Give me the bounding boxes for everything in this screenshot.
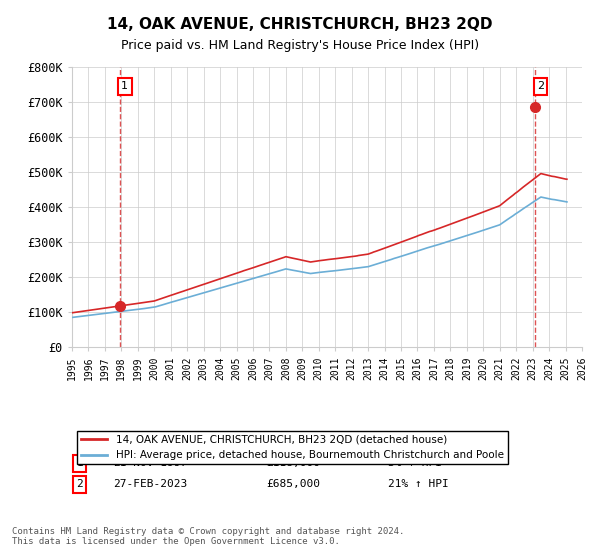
Text: 14, OAK AVENUE, CHRISTCHURCH, BH23 2QD: 14, OAK AVENUE, CHRISTCHURCH, BH23 2QD bbox=[107, 17, 493, 32]
Text: £118,000: £118,000 bbox=[266, 459, 320, 468]
Text: 2: 2 bbox=[537, 81, 544, 91]
Text: 1: 1 bbox=[76, 459, 83, 468]
Text: £685,000: £685,000 bbox=[266, 479, 320, 489]
Text: 2: 2 bbox=[76, 479, 83, 489]
Text: 27-FEB-2023: 27-FEB-2023 bbox=[113, 479, 187, 489]
Text: Price paid vs. HM Land Registry's House Price Index (HPI): Price paid vs. HM Land Registry's House … bbox=[121, 39, 479, 52]
Text: 21% ↑ HPI: 21% ↑ HPI bbox=[388, 479, 449, 489]
Text: Contains HM Land Registry data © Crown copyright and database right 2024.
This d: Contains HM Land Registry data © Crown c… bbox=[12, 526, 404, 546]
Legend: 14, OAK AVENUE, CHRISTCHURCH, BH23 2QD (detached house), HPI: Average price, det: 14, OAK AVENUE, CHRISTCHURCH, BH23 2QD (… bbox=[77, 431, 508, 464]
Text: 3% ↑ HPI: 3% ↑ HPI bbox=[388, 459, 442, 468]
Text: 1: 1 bbox=[121, 81, 128, 91]
Text: 21-NOV-1997: 21-NOV-1997 bbox=[113, 459, 187, 468]
